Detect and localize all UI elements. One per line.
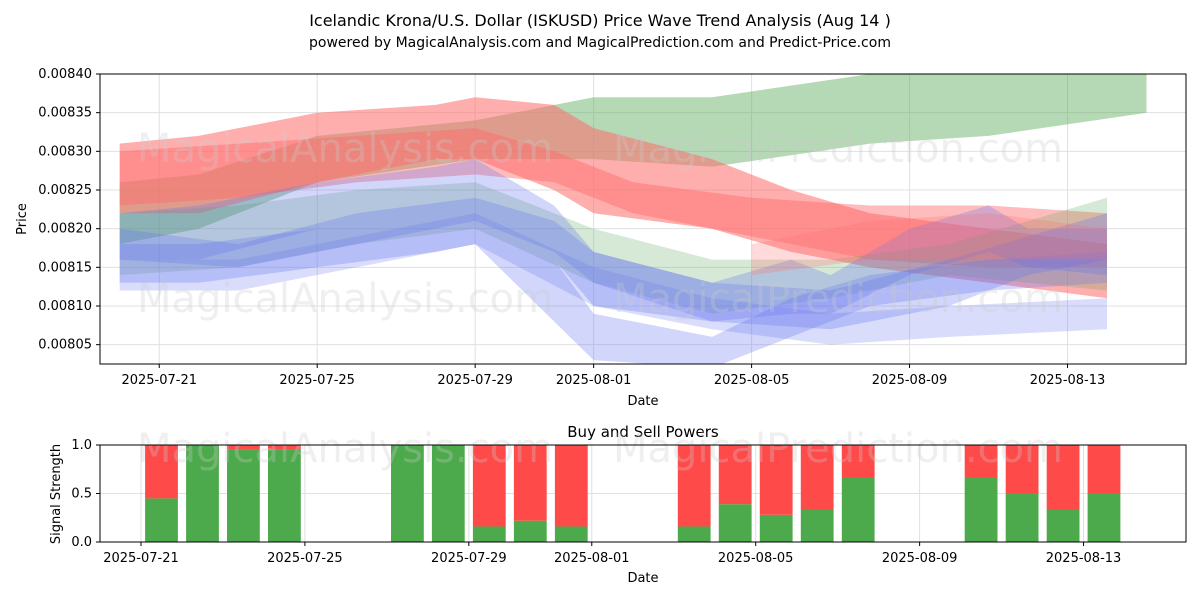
buy-bar	[841, 477, 875, 542]
sell-bar	[964, 445, 998, 477]
sell-bar	[1005, 445, 1039, 494]
sell-bar	[800, 445, 834, 510]
buy-bar	[268, 449, 301, 542]
chart-subtitle: powered by MagicalAnalysis.com and Magic…	[309, 35, 891, 51]
price-x-tick-label: 2025-08-09	[872, 373, 948, 388]
price-plot-frame	[99, 73, 1187, 365]
buy-bar	[718, 504, 752, 542]
price-y-tick-label: 0.00820	[38, 222, 92, 237]
price-x-tick-label: 2025-08-05	[714, 373, 790, 388]
price-y-tick-label: 0.00830	[38, 144, 92, 159]
price-x-tick-label: 2025-08-01	[556, 373, 632, 388]
chart-title: Icelandic Krona/U.S. Dollar (ISKUSD) Pri…	[309, 11, 891, 30]
buy-bar	[1046, 510, 1080, 542]
signal-x-tick-label: 2025-08-05	[718, 551, 794, 566]
sell-bar	[841, 445, 875, 477]
sell-bar	[145, 445, 178, 499]
price-y-tick-label: 0.00805	[38, 338, 92, 353]
buy-bar	[554, 526, 588, 542]
price-y-tick-label: 0.00825	[38, 183, 92, 198]
sell-bar	[268, 445, 301, 450]
signal-y-tick-label: 1.0	[71, 438, 92, 453]
price-x-tick-label: 2025-07-29	[437, 373, 513, 388]
price-x-ticks: 2025-07-21 2025-07-25 2025-07-29 2025-08-01…	[121, 364, 1105, 388]
price-x-tick-label: 2025-07-25	[279, 373, 355, 388]
buy-bar	[145, 498, 178, 542]
signal-y-tick-label: 0.0	[71, 535, 92, 550]
price-y-tick-label: 0.00835	[38, 106, 92, 121]
buy-bar	[1087, 493, 1121, 542]
sell-bar	[1046, 445, 1080, 510]
signal-y-tick-label: 0.5	[71, 487, 92, 502]
signal-y-ticks: 0.0 0.5 1.0	[71, 438, 100, 550]
signal-x-tick-label: 2025-08-09	[882, 551, 958, 566]
signal-x-tick-label: 2025-08-13	[1046, 551, 1122, 566]
price-y-ticks: 0.00805 0.00810 0.00815 0.00820 0.00825 0.008…	[38, 67, 100, 353]
sell-bar	[227, 445, 260, 450]
buy-bar	[800, 510, 834, 542]
sell-bar	[677, 445, 711, 527]
sell-bar	[718, 445, 752, 505]
price-y-tick-label: 0.00810	[38, 299, 92, 314]
signal-title: Buy and Sell Powers	[567, 423, 719, 441]
buy-bar	[759, 514, 793, 542]
price-band-blue-6	[119, 197, 1107, 330]
price-band-blue-7	[119, 213, 1107, 345]
price-band-red-8	[751, 213, 1107, 276]
buy-bar	[513, 520, 547, 542]
buy-bar	[964, 477, 998, 542]
watermark-top-left: MagicalAnalysis.com	[137, 126, 553, 172]
price-band-blue-5	[119, 205, 1107, 364]
signal-x-tick-label: 2025-07-21	[103, 551, 179, 566]
price-y-tick-label: 0.00815	[38, 260, 92, 275]
price-y-tick-label: 0.00840	[38, 67, 92, 82]
price-x-tick-label: 2025-07-21	[121, 373, 197, 388]
sell-bar	[1087, 445, 1121, 494]
buy-bar	[227, 449, 260, 542]
watermark-bottom-left: MagicalAnalysis.com	[137, 426, 553, 472]
buy-bar	[1005, 493, 1039, 542]
signal-x-label: Date	[627, 571, 658, 586]
signal-y-label: Signal Strength	[49, 444, 64, 544]
signal-x-tick-label: 2025-07-25	[267, 551, 343, 566]
sell-bar	[554, 445, 588, 527]
signal-x-tick-label: 2025-08-01	[554, 551, 630, 566]
price-panel: MagicalAnalysis.com MagicalPrediction.co…	[15, 67, 1187, 409]
signal-x-ticks: 2025-07-21 2025-07-25 2025-07-29 2025-08-01…	[103, 542, 1121, 566]
buy-bar	[186, 445, 219, 542]
signal-panel: Buy and Sell Powers MagicalAnalysis.com …	[49, 423, 1187, 586]
signal-x-tick-label: 2025-07-29	[431, 551, 507, 566]
sell-bar	[513, 445, 547, 521]
buy-bar	[391, 445, 424, 542]
watermark-bottom-right: MagicalPrediction.com	[613, 426, 1063, 472]
price-band-red-2	[119, 128, 1107, 268]
sell-bar	[759, 445, 793, 515]
price-y-label: Price	[15, 203, 30, 235]
watermark-top-right: MagicalPrediction.com	[613, 126, 1063, 172]
price-band-green-3	[119, 182, 1107, 314]
price-bands	[119, 74, 1147, 364]
price-x-tick-label: 2025-08-13	[1030, 373, 1106, 388]
buy-bar	[472, 526, 506, 542]
buy-bar	[431, 445, 465, 542]
watermark-mid-right: MagicalPrediction.com	[613, 276, 1063, 322]
sell-bar	[472, 445, 506, 527]
price-band-blue-4	[119, 159, 1107, 322]
buy-bar	[677, 526, 711, 542]
price-x-label: Date	[627, 394, 658, 409]
signal-bars	[145, 445, 1121, 542]
price-band-red-1	[119, 97, 1107, 299]
watermark-mid-left: MagicalAnalysis.com	[137, 276, 553, 322]
